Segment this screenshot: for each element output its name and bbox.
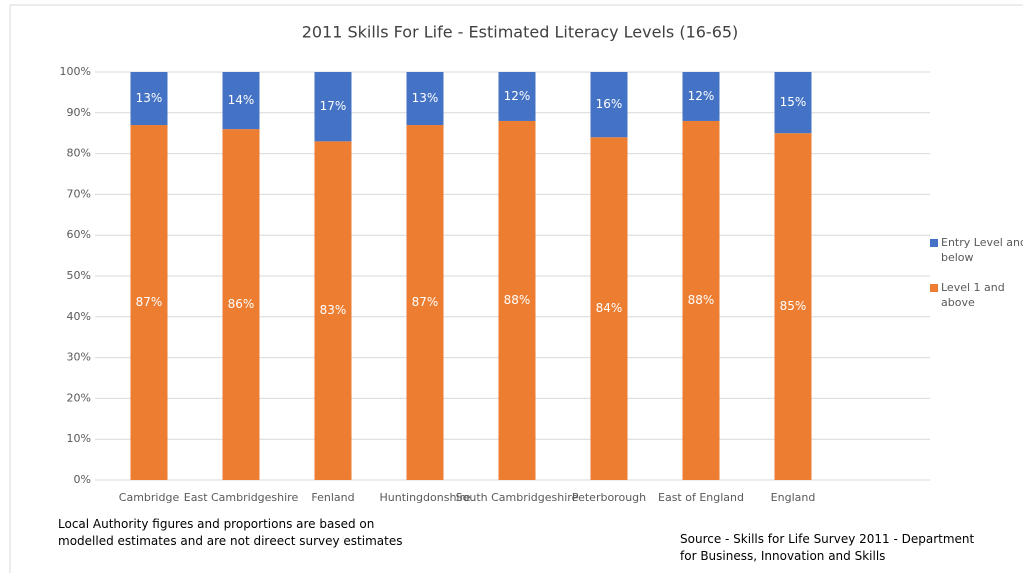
y-tick-label: 90%	[67, 106, 91, 119]
bar-segment	[682, 72, 720, 121]
x-tick-label: Cambridge	[119, 491, 180, 504]
bar-segment	[406, 125, 444, 480]
bar-segment	[774, 133, 812, 480]
y-tick-label: 80%	[67, 147, 91, 160]
y-tick-label: 50%	[67, 269, 91, 282]
data-label: 85%	[780, 299, 807, 313]
y-tick-label: 30%	[67, 351, 91, 364]
data-label: 17%	[320, 99, 347, 113]
y-tick-label: 10%	[67, 432, 91, 445]
legend-label: Level 1 and above	[941, 281, 1005, 309]
data-label: 14%	[228, 93, 255, 107]
source-note: Source - Skills for Life Survey 2011 - D…	[680, 532, 975, 563]
bar-segment	[222, 129, 260, 480]
bar-segment	[682, 120, 720, 481]
data-label: 16%	[596, 97, 623, 111]
bar-segment	[222, 72, 260, 130]
bar-segment	[590, 72, 628, 138]
y-tick-label: 20%	[67, 391, 91, 404]
bar-segment	[314, 141, 352, 481]
data-label: 87%	[412, 295, 439, 309]
bar-segment	[130, 125, 168, 480]
data-label: 83%	[320, 303, 347, 317]
bar-segment	[498, 120, 536, 481]
bar-segment	[590, 137, 628, 480]
footnote: Local Authority figures and proportions …	[58, 517, 403, 548]
x-tick-label: South Cambridgeshire	[456, 491, 579, 504]
bar-segment	[498, 72, 536, 121]
x-tick-label: England	[771, 491, 816, 504]
data-label: 12%	[688, 89, 715, 103]
bar-segment	[130, 72, 168, 126]
chart-title: 2011 Skills For Life - Estimated Literac…	[302, 23, 739, 42]
bar-segment	[406, 72, 444, 126]
x-tick-label: Fenland	[311, 491, 354, 504]
y-tick-label: 0%	[74, 473, 91, 486]
data-label: 86%	[228, 297, 255, 311]
data-label: 88%	[688, 293, 715, 307]
legend-label: Entry Level and below	[941, 236, 1023, 264]
data-label: 13%	[136, 91, 163, 105]
bar-segment	[774, 72, 812, 134]
y-tick-label: 60%	[67, 228, 91, 241]
y-tick-label: 70%	[67, 187, 91, 200]
bar-segment	[314, 72, 352, 142]
x-tick-label: Huntingdonshire	[379, 491, 470, 504]
data-label: 84%	[596, 301, 623, 315]
y-tick-label: 100%	[60, 65, 91, 78]
legend-swatch	[930, 284, 938, 292]
x-tick-label: Peterborough	[572, 491, 646, 504]
data-label: 12%	[504, 89, 531, 103]
x-tick-label: East Cambridgeshire	[184, 491, 299, 504]
data-label: 15%	[780, 95, 807, 109]
data-label: 88%	[504, 293, 531, 307]
data-label: 87%	[136, 295, 163, 309]
legend-swatch	[930, 239, 938, 247]
x-tick-label: East of England	[658, 491, 744, 504]
data-label: 13%	[412, 91, 439, 105]
y-tick-label: 40%	[67, 310, 91, 323]
